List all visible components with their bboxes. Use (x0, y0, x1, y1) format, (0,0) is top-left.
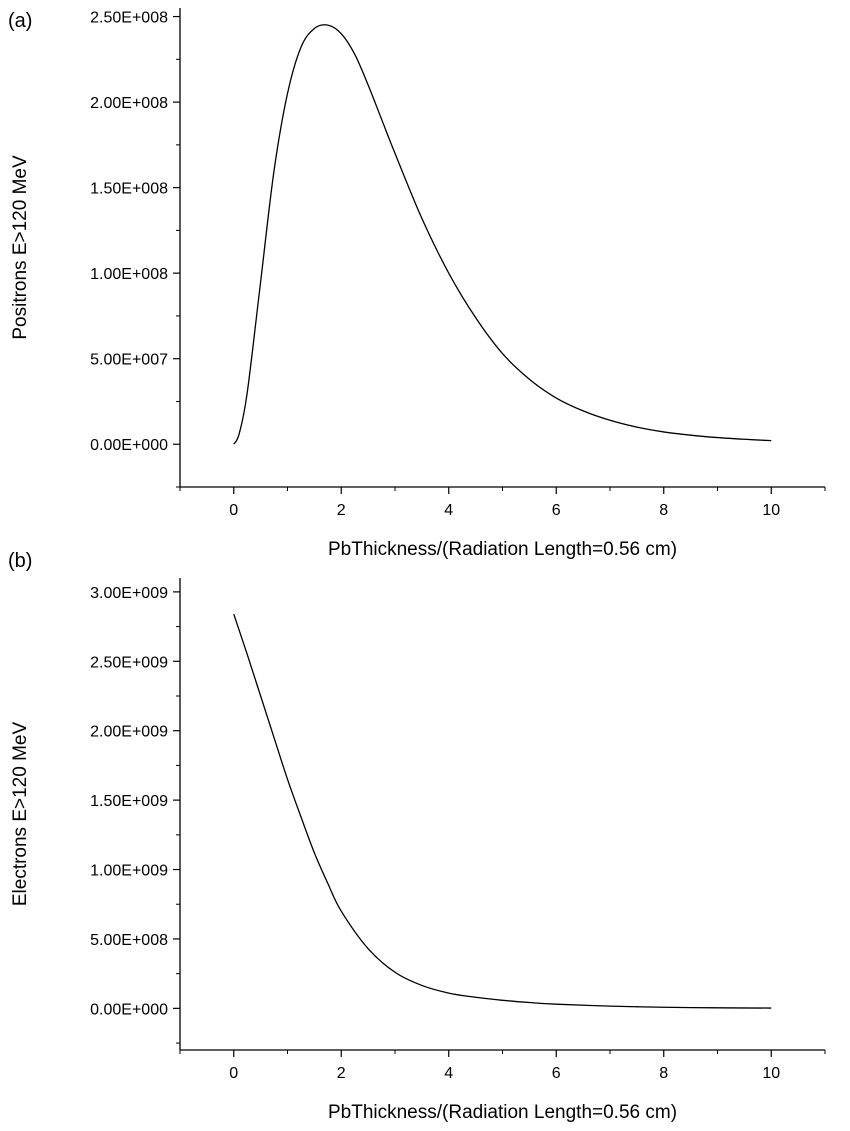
y-tick-label: 0.00E+000 (90, 1001, 168, 1018)
y-tick-label: 1.50E+009 (90, 793, 168, 810)
x-tick-label: 6 (552, 1065, 561, 1082)
y-tick-label: 1.00E+009 (90, 863, 168, 880)
x-tick-label: 8 (659, 502, 668, 519)
x-tick-label: 10 (762, 502, 780, 519)
y-tick-label: 2.50E+009 (90, 654, 168, 671)
y-axis-label: Electrons E>120 MeV (10, 722, 31, 907)
y-tick-label: 0.00E+000 (90, 437, 168, 454)
y-tick-label: 2.00E+009 (90, 724, 168, 741)
x-tick-label: 4 (444, 502, 453, 519)
chart-panel-a: 0.00E+000 5.00E+007 1.00E+008 1.50E+008 2.00… (8, 8, 826, 560)
x-tick-label: 0 (229, 502, 238, 519)
chart-panel-b: 0.00E+000 5.00E+008 1.00E+009 1.50E+009 2.00… (8, 550, 826, 1123)
x-tick-label: 2 (337, 502, 346, 519)
y-tick-label: 1.50E+008 (90, 181, 168, 198)
panel-label: (a) (8, 10, 32, 32)
x-axis-label: PbThickness/(Radiation Length=0.56 cm) (328, 539, 677, 560)
x-tick-label: 6 (552, 502, 561, 519)
x-tick-label: 10 (762, 1065, 780, 1082)
series-line (233, 613, 772, 1009)
x-tick-label: 8 (659, 1065, 668, 1082)
y-tick-label: 5.00E+008 (90, 932, 168, 949)
y-tick-label: 2.00E+008 (90, 95, 168, 112)
x-tick-label: 0 (229, 1065, 238, 1082)
y-tick-label: 3.00E+009 (90, 585, 168, 602)
y-tick-label: 1.00E+008 (90, 266, 168, 283)
y-axis-label: Positrons E>120 MeV (10, 155, 31, 340)
panel-label: (b) (8, 550, 32, 572)
y-tick-label: 5.00E+007 (90, 352, 168, 369)
x-tick-label: 4 (444, 1065, 453, 1082)
series-line (233, 24, 772, 445)
y-tick-label: 2.50E+008 (90, 10, 168, 27)
x-axis-label: PbThickness/(Radiation Length=0.56 cm) (328, 1102, 677, 1123)
x-tick-label: 2 (337, 1065, 346, 1082)
